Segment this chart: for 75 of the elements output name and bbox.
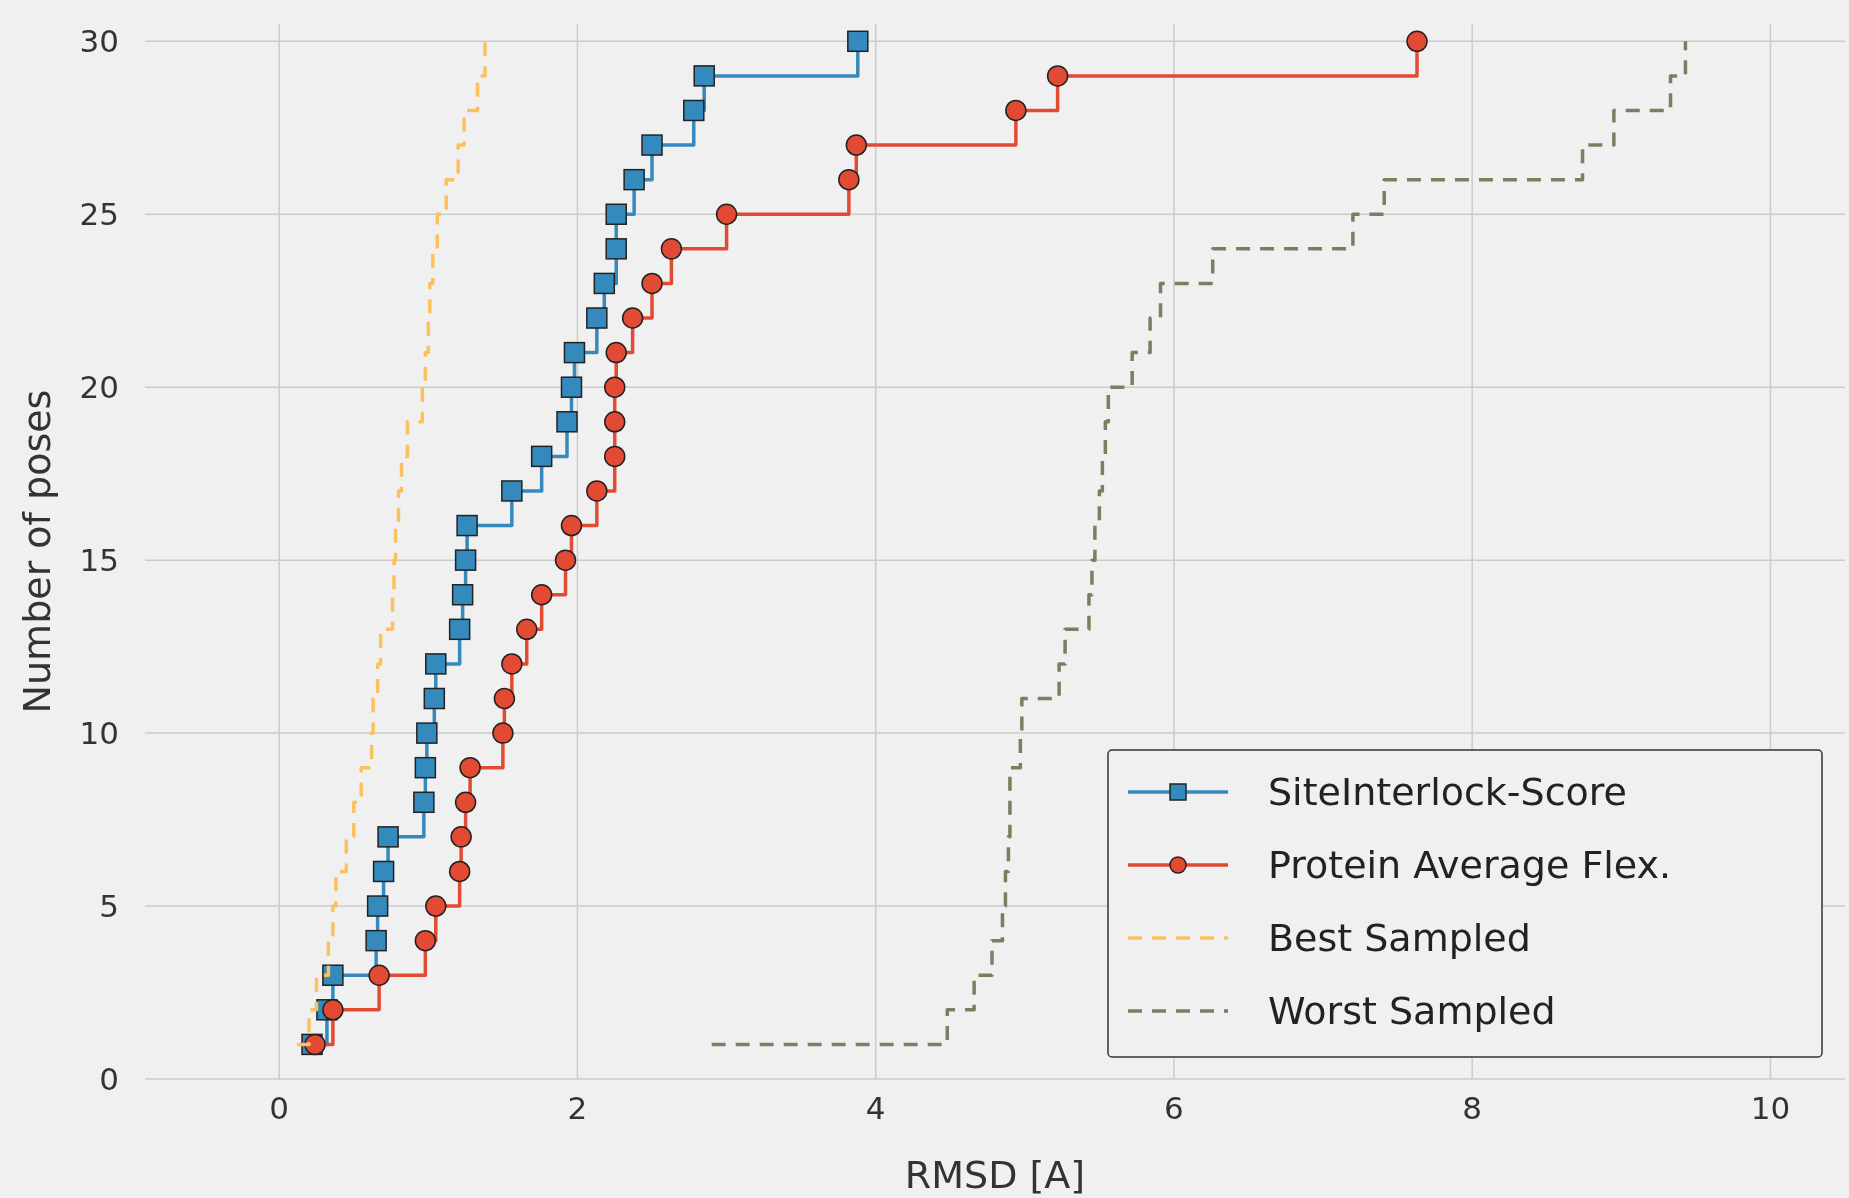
point <box>454 549 477 571</box>
point <box>1046 65 1069 87</box>
point <box>605 238 627 260</box>
y-tick-label: 25 <box>79 196 119 233</box>
point <box>365 929 387 952</box>
legend-label: Worst Sampled <box>1268 989 1556 1033</box>
point <box>560 514 583 537</box>
point <box>459 756 481 779</box>
legend-label: SiteInterlock-Score <box>1268 770 1627 814</box>
point <box>414 756 437 779</box>
point <box>556 411 578 433</box>
point <box>322 999 344 1021</box>
point <box>413 791 435 814</box>
point <box>605 341 627 364</box>
point <box>368 964 390 986</box>
point <box>641 134 663 156</box>
legend-label: Protein Average Flex. <box>1268 843 1672 887</box>
point <box>715 203 738 225</box>
point <box>623 168 645 191</box>
x-tick-label: 10 <box>1750 1090 1791 1126</box>
x-tick-label: 0 <box>269 1090 290 1126</box>
point <box>603 411 626 433</box>
point <box>683 99 705 122</box>
point <box>516 618 538 641</box>
point <box>501 653 523 675</box>
point <box>501 480 523 502</box>
point <box>586 480 608 502</box>
point <box>425 653 447 675</box>
point <box>414 929 437 952</box>
point <box>605 203 627 225</box>
point <box>530 445 553 468</box>
point <box>1406 30 1428 53</box>
point <box>372 860 395 883</box>
point <box>660 238 683 260</box>
point <box>560 376 583 398</box>
point <box>838 168 860 191</box>
point <box>451 583 474 606</box>
point <box>492 722 514 744</box>
y-tick-label: 15 <box>79 542 119 579</box>
point <box>603 445 626 468</box>
y-tick-label: 20 <box>79 369 119 406</box>
point <box>377 826 399 848</box>
point <box>493 687 516 710</box>
y-tick-label: 0 <box>99 1061 119 1097</box>
point <box>366 895 389 917</box>
point <box>563 341 586 364</box>
point <box>423 687 446 710</box>
point <box>530 583 553 606</box>
point <box>448 860 471 883</box>
point <box>641 272 663 295</box>
point <box>845 134 868 156</box>
x-axis-title: RMSD [A] <box>904 1153 1086 1197</box>
y-tick-label: 30 <box>79 23 119 60</box>
point <box>454 791 477 814</box>
x-tick-label: 2 <box>567 1090 588 1126</box>
x-tick-label: 6 <box>1164 1090 1184 1126</box>
point <box>448 618 471 641</box>
y-tick-label: 5 <box>99 888 119 925</box>
point <box>1005 99 1027 122</box>
legend-label: Best Sampled <box>1268 916 1531 960</box>
point <box>456 514 478 537</box>
point <box>847 30 869 53</box>
point <box>425 895 447 917</box>
point <box>586 307 608 329</box>
point <box>603 376 626 398</box>
point <box>554 549 577 571</box>
point <box>693 65 715 87</box>
y-axis-title: Number of poses <box>15 389 59 714</box>
point <box>593 272 616 295</box>
x-tick-label: 4 <box>865 1090 886 1126</box>
point <box>450 826 472 848</box>
x-tick-label: 8 <box>1462 1090 1483 1126</box>
point <box>416 722 438 744</box>
y-tick-label: 10 <box>79 715 119 752</box>
point <box>621 307 644 329</box>
